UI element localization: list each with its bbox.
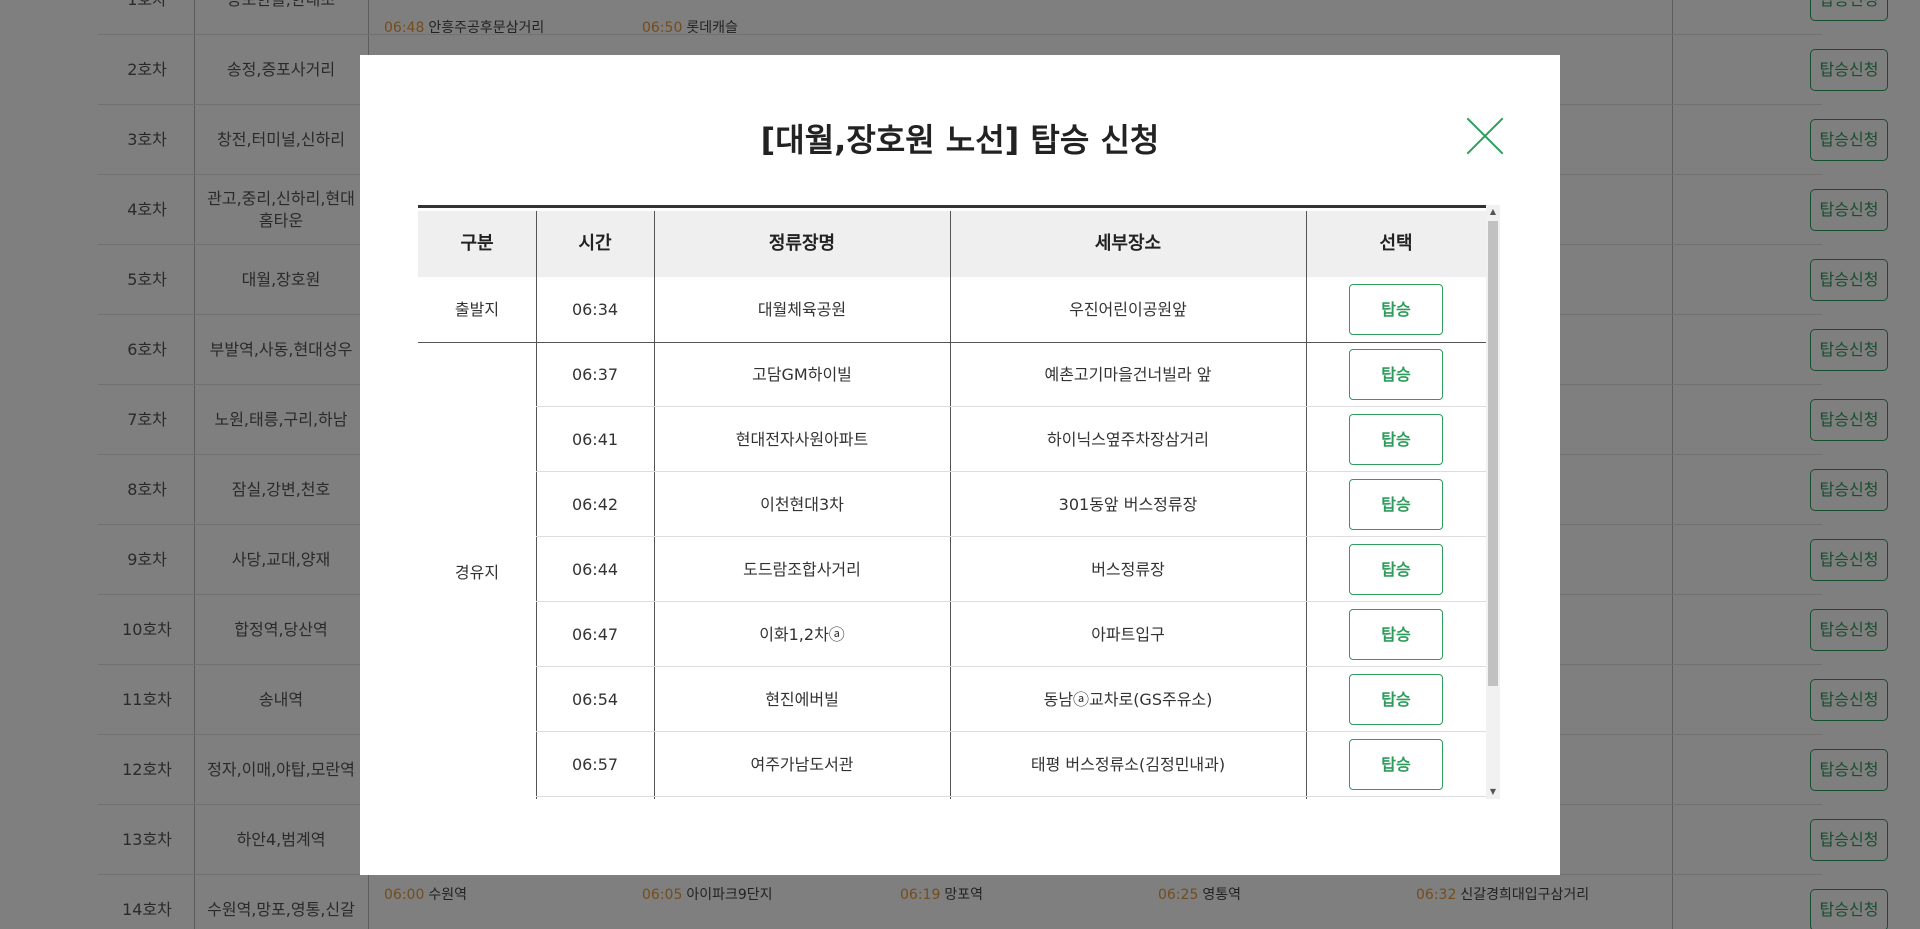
stop-table: 구분 시간 정류장명 세부장소 선택 출발지 경유지 06:34 대월체육공원 우진… <box>418 205 1486 799</box>
stop-time: 06:42 <box>571 495 619 514</box>
stop-name: 이천현대3차 <box>760 495 844 514</box>
header-select: 선택 <box>1379 233 1413 254</box>
table-row: 06:42 이천현대3차 301동앞 버스정류장 탑승 <box>536 472 1486 537</box>
table-row: 06:44 도드람조합사거리 버스정류장 탑승 <box>536 537 1486 602</box>
stop-detail: 우진어린이공원앞 <box>1069 300 1187 319</box>
table-row: 06:41 현대전자사원아파트 하이닉스옆주차장삼거리 탑승 <box>536 407 1486 472</box>
table-row: 06:54 현진에버빌 동남ⓐ교차로(GS주유소) 탑승 <box>536 667 1486 732</box>
stop-detail: 태평 버스정류소(김정민내과) <box>1030 755 1226 774</box>
scrollbar[interactable]: ▲ ▼ <box>1486 205 1500 799</box>
category-departure: 출발지 <box>454 300 500 319</box>
header-detail-location: 세부장소 <box>1094 233 1162 254</box>
stop-name: 이화1,2차ⓐ <box>759 625 845 644</box>
stop-time: 06:54 <box>571 690 619 709</box>
stop-name: 고담GM하이빌 <box>752 365 852 384</box>
header-stop-name: 정류장명 <box>768 233 836 254</box>
stop-time: 06:41 <box>571 430 619 449</box>
stop-detail: 하이닉스옆주차장삼거리 <box>1047 430 1209 449</box>
stop-name: 도드람조합사거리 <box>743 560 861 579</box>
board-button[interactable]: 탑승 <box>1349 284 1443 335</box>
stop-name: 여주가남도서관 <box>750 755 854 774</box>
board-button[interactable]: 탑승 <box>1349 674 1443 725</box>
close-icon[interactable] <box>1466 117 1504 155</box>
table-row: 06:47 이화1,2차ⓐ 아파트입구 탑승 <box>536 602 1486 667</box>
stop-time: 06:57 <box>571 755 619 774</box>
stop-time: 06:47 <box>571 625 619 644</box>
stop-detail: 아파트입구 <box>1091 625 1165 644</box>
category-waypoint: 경유지 <box>454 563 500 582</box>
column-divider <box>536 211 537 799</box>
board-button[interactable]: 탑승 <box>1349 609 1443 660</box>
table-row: 06:37 고담GM하이빌 예촌고기마을건너빌라 앞 탑승 <box>536 342 1486 407</box>
table-row: 06:57 여주가남도서관 태평 버스정류소(김정민내과) 탑승 <box>536 732 1486 797</box>
stop-detail: 동남ⓐ교차로(GS주유소) <box>1043 690 1213 709</box>
board-button[interactable]: 탑승 <box>1349 479 1443 530</box>
row-divider <box>418 342 1486 343</box>
stop-detail: 버스정류장 <box>1091 560 1165 579</box>
stop-time: 06:37 <box>571 365 619 384</box>
stop-time: 06:34 <box>571 300 619 319</box>
boarding-modal: [대월,장호원 노선] 탑승 신청 구분 시간 정류장명 세부장소 선택 출발지… <box>360 55 1560 875</box>
header-category: 구분 <box>460 233 494 254</box>
scroll-up-arrow-icon[interactable]: ▲ <box>1489 207 1497 216</box>
stop-name: 대월체육공원 <box>757 300 847 319</box>
scrollbar-thumb[interactable] <box>1488 221 1498 686</box>
board-button[interactable]: 탑승 <box>1349 349 1443 400</box>
column-divider <box>654 211 655 799</box>
table-row: 06:34 대월체육공원 우진어린이공원앞 탑승 <box>418 277 1486 342</box>
table-header: 구분 시간 정류장명 세부장소 선택 <box>418 211 1486 277</box>
stop-detail: 예촌고기마을건너빌라 앞 <box>1044 365 1212 384</box>
column-divider <box>1306 211 1307 799</box>
stop-time: 06:44 <box>571 560 619 579</box>
header-time: 시간 <box>578 233 612 254</box>
board-button[interactable]: 탑승 <box>1349 414 1443 465</box>
stop-table-scroll-area[interactable]: 구분 시간 정류장명 세부장소 선택 출발지 경유지 06:34 대월체육공원 우진… <box>418 205 1500 799</box>
stop-detail: 301동앞 버스정류장 <box>1058 495 1198 514</box>
scroll-down-arrow-icon[interactable]: ▼ <box>1489 787 1497 796</box>
column-divider <box>950 211 951 799</box>
stop-name: 현대전자사원아파트 <box>735 430 869 449</box>
board-button[interactable]: 탑승 <box>1349 739 1443 790</box>
board-button[interactable]: 탑승 <box>1349 544 1443 595</box>
modal-title: [대월,장호원 노선] 탑승 신청 <box>760 121 1160 159</box>
stop-name: 현진에버빌 <box>765 690 839 709</box>
